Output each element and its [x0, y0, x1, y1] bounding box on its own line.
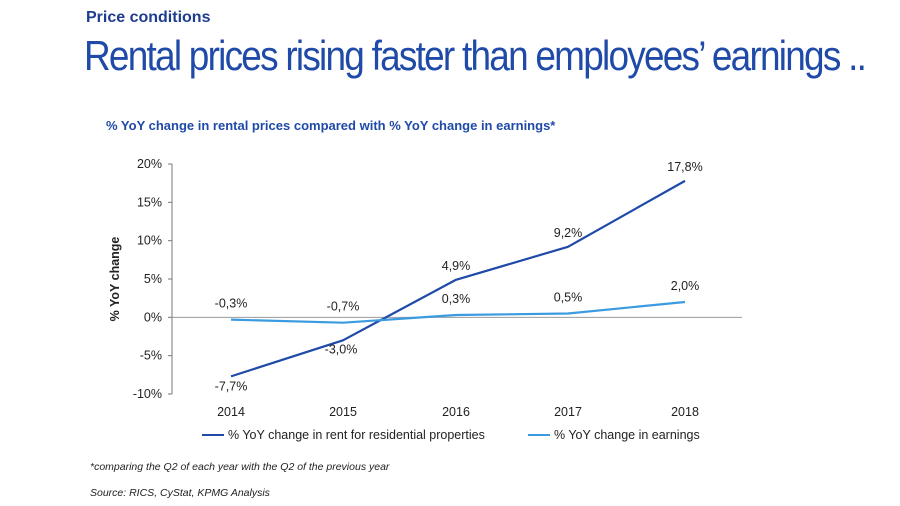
section-label: Price conditions	[86, 9, 211, 26]
x-tick-label: 2014	[217, 405, 245, 419]
x-tick-label: 2015	[329, 405, 357, 419]
legend-label-earnings: % YoY change in earnings	[554, 428, 700, 442]
data-label-rent: -3,0%	[325, 342, 358, 356]
data-label-earnings: -0,7%	[327, 300, 360, 314]
x-tick-label: 2017	[554, 405, 582, 419]
x-tick-label: 2018	[671, 405, 699, 419]
legend-swatch-rent	[202, 434, 224, 436]
y-tick-label: 0%	[144, 310, 162, 324]
data-label-earnings: 2,0%	[671, 279, 700, 293]
chart-footnote: *comparing the Q2 of each year with the …	[90, 461, 390, 473]
legend-label-rent: % YoY change in rent for residential pro…	[228, 428, 485, 442]
y-tick-label: -10%	[133, 387, 162, 401]
y-tick-label: -5%	[140, 349, 162, 363]
y-tick-label: 10%	[137, 234, 162, 248]
data-label-earnings: 0,3%	[442, 292, 471, 306]
y-tick-label: 20%	[137, 157, 162, 171]
y-axis-label: % YoY change	[108, 237, 122, 322]
y-tick-label: 5%	[144, 272, 162, 286]
x-tick-label: 2016	[442, 405, 470, 419]
legend-swatch-earnings	[528, 434, 550, 436]
legend-item-earnings: % YoY change in earnings	[528, 428, 700, 442]
data-label-rent: 17,8%	[667, 160, 702, 174]
data-label-rent: -7,7%	[215, 379, 248, 393]
chart-source: Source: RICS, CyStat, KPMG Analysis	[90, 487, 270, 499]
series-line-earnings	[230, 300, 686, 324]
line-chart: 20% 15% 10% 5% 0% -5% -10% % YoY change 2014 2015…	[108, 157, 742, 419]
data-label-rent: 4,9%	[442, 259, 471, 273]
page-headline: Rental prices rising faster than employe…	[84, 32, 867, 79]
data-label-earnings: -0,3%	[215, 297, 248, 311]
data-label-rent: 9,2%	[554, 226, 583, 240]
data-label-earnings: 0,5%	[554, 291, 583, 305]
legend-item-rent: % YoY change in rent for residential pro…	[202, 428, 485, 442]
chart-title: % YoY change in rental prices compared w…	[106, 118, 556, 133]
series-line-rent	[230, 179, 686, 378]
y-tick-label: 15%	[137, 195, 162, 209]
